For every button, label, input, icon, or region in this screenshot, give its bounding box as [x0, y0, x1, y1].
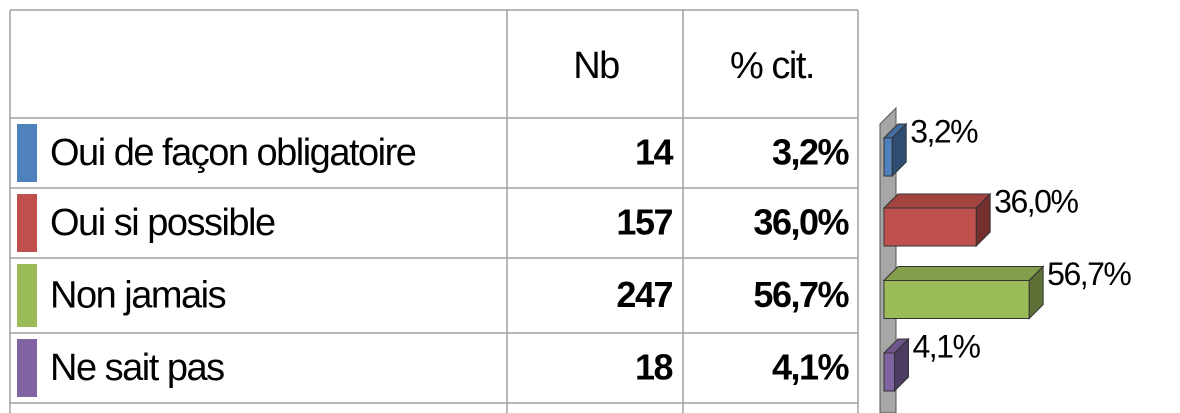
category-swatch [17, 264, 37, 327]
count-cell: 157 [616, 202, 672, 243]
bar [883, 207, 977, 247]
bar [883, 352, 895, 392]
category-swatch [17, 339, 37, 397]
table-frame [9, 9, 859, 413]
category-label: Non jamais [50, 275, 226, 317]
category-swatch [17, 124, 37, 182]
category-label: Oui de façon obligatoire [50, 132, 416, 174]
bar [883, 137, 893, 177]
column-header: Nb [573, 45, 619, 87]
count-cell: 14 [635, 132, 674, 173]
bar-top [882, 193, 992, 209]
data-label: 36,0% [994, 183, 1078, 219]
category-label: Oui si possible [50, 202, 275, 244]
column-header: % cit. [730, 45, 814, 87]
bar-top [882, 266, 1045, 281]
percent-cell: 56,7% [753, 274, 849, 315]
data-label: 3,2% [910, 113, 978, 149]
count-cell: 247 [616, 274, 672, 315]
chart-wall [879, 106, 897, 413]
data-label: 4,1% [912, 328, 980, 364]
category-label: Ne sait pas [50, 347, 224, 389]
percent-cell: 4,1% [772, 347, 850, 388]
category-swatch [17, 194, 37, 252]
percent-cell: 36,0% [753, 202, 849, 243]
data-label: 56,7% [1047, 256, 1131, 292]
percent-cell: 3,2% [772, 132, 850, 173]
bar [883, 280, 1030, 319]
count-cell: 18 [635, 347, 673, 388]
